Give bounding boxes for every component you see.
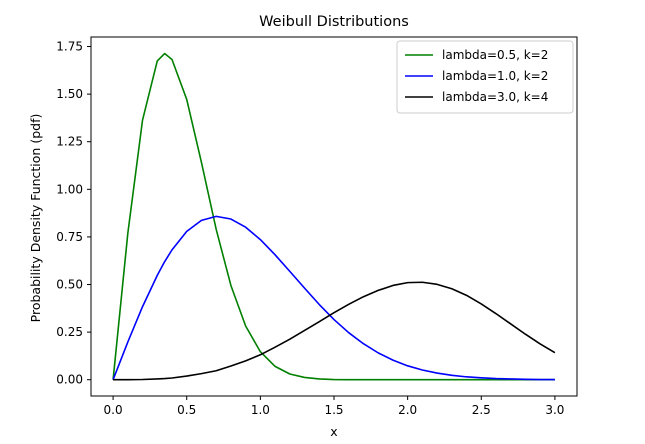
y-tick-label: 1.00 — [56, 182, 83, 196]
legend-label-1: lambda=0.5, k=2 — [442, 48, 548, 62]
legend-box — [396, 40, 574, 114]
series-line-3 — [113, 281, 556, 381]
x-tick-label: 3.0 — [545, 403, 564, 417]
y-tick-label: 0.75 — [56, 230, 83, 244]
y-tick-label: 1.25 — [56, 135, 83, 149]
y-axis-label: Probability Density Function (pdf) — [28, 114, 43, 323]
plot-area — [112, 52, 556, 381]
series-line-2 — [112, 215, 555, 381]
x-tick-label: 2.5 — [472, 403, 491, 417]
x-axis-ticks: 0.0 0.5 1.0 1.5 2.0 2.5 3.0 — [104, 396, 564, 417]
y-tick-label: 1.50 — [56, 87, 83, 101]
y-axis-ticks: 0.00 0.25 0.50 0.75 1.00 1.25 1.50 1.75 — [56, 40, 91, 387]
x-tick-label: 1.0 — [251, 403, 270, 417]
legend-label-2: lambda=1.0, k=2 — [442, 69, 548, 83]
legend: lambda=0.5, k=2 lambda=1.0, k=2 lambda=3.0… — [396, 40, 574, 114]
y-tick-label: 0.25 — [56, 325, 83, 339]
x-tick-label: 1.5 — [324, 403, 343, 417]
x-tick-label: 0.0 — [104, 403, 123, 417]
chart-title: Weibull Distributions — [259, 14, 409, 30]
y-tick-label: 1.75 — [56, 40, 83, 54]
y-tick-label: 0.00 — [56, 373, 83, 387]
x-tick-label: 0.5 — [177, 403, 196, 417]
x-axis-label: x — [330, 424, 337, 439]
y-tick-label: 0.50 — [56, 278, 83, 292]
series-line-1 — [112, 52, 555, 381]
legend-label-3: lambda=3.0, k=4 — [442, 90, 548, 104]
x-tick-label: 2.0 — [398, 403, 417, 417]
